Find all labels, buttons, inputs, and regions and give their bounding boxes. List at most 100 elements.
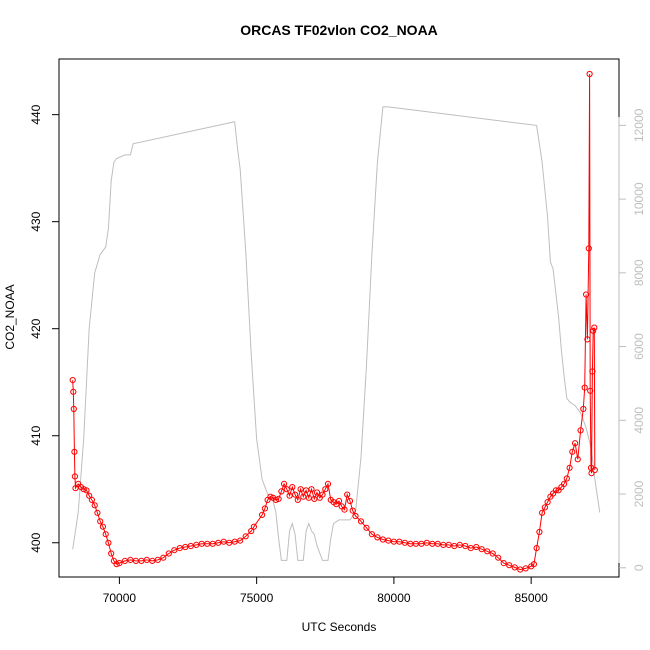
co2-point [484,548,491,555]
co2-point [250,523,257,530]
co2-point [379,536,386,543]
co2-point [108,550,115,557]
co2-point [344,491,351,498]
co2-point [220,538,227,545]
co2-point [586,70,593,78]
co2-point [590,327,597,334]
co2-point [583,291,590,298]
co2-point [281,480,288,487]
co2-point [569,448,576,455]
co2-point [187,542,194,550]
right-axis-ticks: 0 2000 4000 6000 8000 10000 12000 [619,108,646,571]
altitude-series [72,106,601,561]
co2-point [530,561,538,568]
co2-point [97,518,104,525]
co2-point [311,495,318,502]
co2-point [324,480,332,487]
co2-point [539,509,546,516]
co2-point [71,448,78,455]
co2-point [176,545,183,552]
co2-point [577,427,584,434]
co2-point [289,484,296,491]
co2-point [71,473,79,480]
co2-point [363,524,370,531]
y2-tick-label: 8000 [632,259,646,286]
y2-tick-label: 6000 [632,333,646,360]
co2-point [563,475,570,482]
x-axis-ticks: 70000 75000 80000 85000 [103,577,548,605]
co2-point [322,486,329,493]
x-axis-label: UTC Seconds [302,620,377,634]
co2-point [591,466,598,474]
y2-tick-label: 4000 [632,407,646,434]
co2-point [352,512,359,520]
y-tick-label: 430 [29,211,43,231]
co2-point [242,533,249,540]
co2-point [500,560,507,567]
co2-point [72,485,79,492]
co2-point [385,537,392,544]
co2-point [261,505,268,512]
co2-point [588,470,595,477]
co2-point [517,566,524,573]
co2-point [572,440,579,447]
co2-point [335,497,343,505]
co2-point [451,542,458,550]
co2-point [536,528,543,536]
co2-series [69,70,598,573]
co2-point [297,486,304,493]
co2-point [231,538,238,545]
co2-point [160,554,167,561]
co2-point [349,507,356,514]
co2-point [113,561,120,568]
y2-tick-label: 2000 [632,480,646,507]
co2-point [80,486,87,493]
co2-line [72,73,596,571]
co2-point [313,489,321,496]
altitude-line [72,106,601,561]
co2-point [294,496,301,503]
co2-point [506,562,513,569]
co2-point [319,491,326,498]
co2-point [445,541,452,549]
y-tick-label: 400 [29,532,43,552]
x-tick-label: 85000 [514,591,548,605]
y-axis-ticks: 400 410 420 430 440 [29,104,59,553]
co2-point [374,534,381,541]
x-tick-label: 80000 [377,591,411,605]
co2-point [248,527,255,535]
co2-point [275,495,282,502]
chart-title: ORCAS TF02vlon CO2_NOAA [240,22,438,38]
co2-point [283,486,290,493]
co2-point [300,493,307,500]
co2-point [226,539,233,546]
co2-point [587,387,594,394]
co2-point [462,542,469,550]
y2-tick-label: 10000 [632,182,646,216]
co2-point [99,523,107,530]
y2-tick-label: 12000 [632,108,646,142]
co2-point [368,531,375,538]
co2-point [489,550,496,557]
co2-point [581,384,588,391]
co2-point [533,545,540,552]
co2-point [478,546,485,553]
co2-point [574,456,581,463]
co2-point [541,504,549,511]
y-axis-label: CO2_NOAA [3,284,17,349]
y2-tick-label: 0 [632,564,646,571]
co2-point [357,518,365,525]
co2-point [88,496,96,503]
co2-point [467,545,474,552]
co2-point [473,543,480,551]
y-tick-label: 410 [29,425,43,445]
co2-point [522,565,529,572]
co2-point [552,487,560,494]
co2-point [69,377,76,384]
co2-point [70,405,77,413]
co2-point [585,245,592,252]
co2-point [456,541,463,549]
co2-point [511,564,518,571]
co2-point [292,491,299,498]
co2-point [566,464,573,471]
